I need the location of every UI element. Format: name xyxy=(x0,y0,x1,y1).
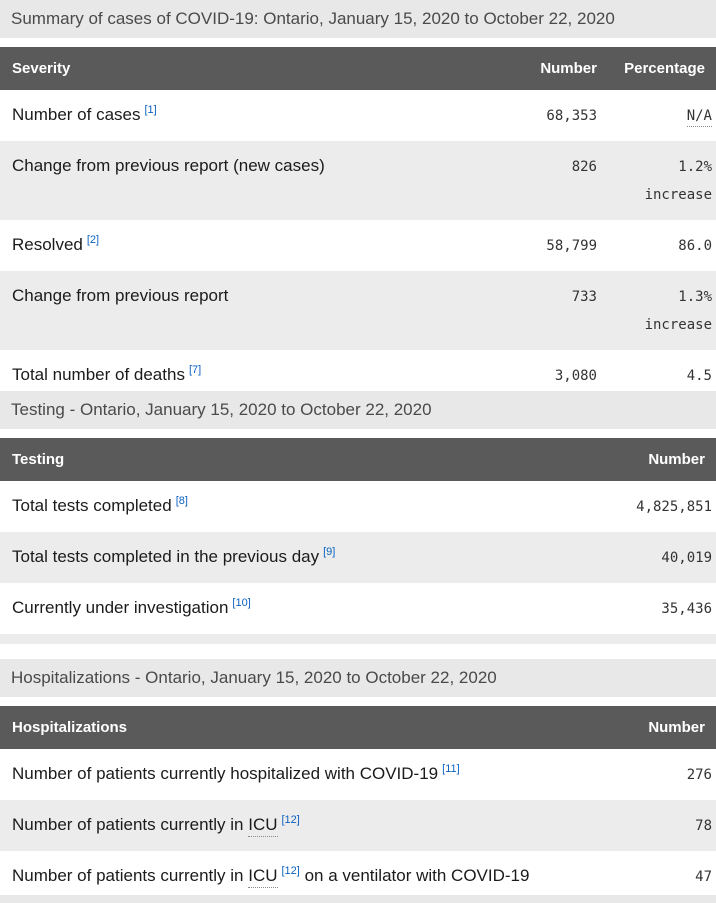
summary-header-row: Severity Number Percentage xyxy=(0,47,716,90)
row-label: Number of patients currently in xyxy=(12,866,249,885)
icu-abbr[interactable]: ICU xyxy=(248,866,278,888)
footnote-link[interactable]: [9] xyxy=(323,546,336,559)
row-label: Number of patients currently in xyxy=(12,815,249,834)
row-label-cell: Number of patients currently in ICU [12] … xyxy=(0,851,597,895)
section-caption-testing: Testing - Ontario, January 15, 2020 to O… xyxy=(0,391,716,429)
row-label: Currently under investigation xyxy=(12,598,229,617)
col-header-testing: Testing xyxy=(0,438,597,481)
footnote-marker: [7] xyxy=(189,364,201,376)
col-header-percentage: Percentage xyxy=(597,47,716,90)
row-number: 58,799 xyxy=(546,238,597,254)
footnote-marker: [1] xyxy=(145,104,157,116)
col-header-number: Number xyxy=(597,438,716,481)
row-label: Change from previous report (new cases) xyxy=(12,156,325,175)
percentage-direction: increase xyxy=(644,317,712,333)
row-number: 826 xyxy=(571,159,597,175)
row-label-cell: Currently under investigation [10] xyxy=(0,583,597,634)
table-row: Resolved [2] 58,799 86.0 xyxy=(0,220,716,271)
footnote-link[interactable]: [8] xyxy=(175,495,188,508)
section-caption-hospitalizations: Hospitalizations - Ontario, January 15, … xyxy=(0,659,716,697)
table-row: Number of patients currently in ICU [12] … xyxy=(0,800,716,851)
footnote-link[interactable]: [1] xyxy=(144,104,157,117)
row-percentage: 1.3% increase xyxy=(597,271,716,350)
row-label: Total tests completed xyxy=(12,496,172,515)
table-row: Change from previous report (new cases) … xyxy=(0,141,716,220)
percentage-value: 1.2% xyxy=(678,159,712,175)
row-number: 733 xyxy=(571,289,597,305)
footnote-marker: [12] xyxy=(282,814,300,826)
percentage-value: 1.3% xyxy=(678,289,712,305)
row-label-suffix: on a ventilator with COVID-19 xyxy=(299,866,530,885)
row-label: Number of patients currently hospitalize… xyxy=(12,764,439,783)
row-label: Resolved xyxy=(12,235,83,254)
spacer xyxy=(0,429,716,438)
row-label-cell: Number of patients currently hospitalize… xyxy=(0,749,597,800)
row-label-cell: Total tests completed [8] xyxy=(0,481,597,532)
table-row: Total number of deaths [7] 3,080 4.5 xyxy=(0,350,716,391)
row-label-cell: Total tests completed in the previous da… xyxy=(0,532,597,583)
testing-table: Testing Number Total tests completed [8] … xyxy=(0,438,716,634)
footnote-link[interactable]: [11] xyxy=(442,763,460,776)
spacer xyxy=(0,644,716,659)
row-label: Number of cases xyxy=(12,105,141,124)
hospitalizations-header-row: Hospitalizations Number xyxy=(0,706,716,749)
table-separator-strip xyxy=(0,634,716,644)
footnote-marker: [11] xyxy=(442,763,460,775)
row-number: 276 xyxy=(686,767,712,783)
spacer xyxy=(0,38,716,47)
col-header-number: Number xyxy=(597,706,716,749)
footnote-link[interactable]: [7] xyxy=(188,364,202,377)
row-label: Change from previous report xyxy=(12,286,229,305)
na-abbr[interactable]: N/A xyxy=(686,108,712,127)
row-number: 47 xyxy=(695,869,712,885)
section-caption-summary: Summary of cases of COVID-19: Ontario, J… xyxy=(0,0,716,38)
row-percentage: 86.0 xyxy=(678,238,712,254)
col-header-hospitalizations: Hospitalizations xyxy=(0,706,597,749)
table-row: Number of patients currently in ICU [12] … xyxy=(0,851,716,895)
row-number: 35,436 xyxy=(661,601,712,617)
footnote-marker: [2] xyxy=(87,234,99,246)
col-header-number: Number xyxy=(497,47,597,90)
footnote-link[interactable]: [12] xyxy=(281,865,300,878)
table-row: Currently under investigation [10] 35,436 xyxy=(0,583,716,634)
hospitalizations-table: Hospitalizations Number Number of patien… xyxy=(0,706,716,895)
row-label-cell: Total number of deaths [7] xyxy=(0,350,497,391)
row-number: 3,080 xyxy=(554,368,597,384)
row-percentage: 4.5 xyxy=(686,368,712,384)
row-label-cell: Resolved [2] xyxy=(0,220,497,271)
table-row: Change from previous report 733 1.3% inc… xyxy=(0,271,716,350)
row-label-cell: Number of patients currently in ICU [12] xyxy=(0,800,597,851)
row-percentage: 1.2% increase xyxy=(597,141,716,220)
footnote-marker: [8] xyxy=(176,495,188,507)
spacer xyxy=(0,697,716,706)
row-number: 4,825,851 xyxy=(636,499,712,515)
table-row: Total tests completed in the previous da… xyxy=(0,532,716,583)
row-label-cell: Change from previous report xyxy=(0,271,497,350)
footnote-link[interactable]: [10] xyxy=(232,597,251,610)
footnote-marker: [9] xyxy=(323,546,335,558)
footnote-link[interactable]: [12] xyxy=(281,814,300,827)
footnote-marker: [10] xyxy=(232,597,250,609)
next-section-band-clipped xyxy=(0,895,716,903)
footnote-marker: [12] xyxy=(282,865,300,877)
row-label-cell: Change from previous report (new cases) xyxy=(0,141,497,220)
row-number: 68,353 xyxy=(546,108,597,124)
percentage-direction: increase xyxy=(644,187,712,203)
row-label: Total tests completed in the previous da… xyxy=(12,547,320,566)
row-label: Total number of deaths xyxy=(12,365,185,384)
icu-abbr[interactable]: ICU xyxy=(248,815,278,837)
col-header-severity: Severity xyxy=(0,47,497,90)
table-row: Number of patients currently hospitalize… xyxy=(0,749,716,800)
table-row: Total tests completed [8] 4,825,851 xyxy=(0,481,716,532)
testing-header-row: Testing Number xyxy=(0,438,716,481)
summary-table: Severity Number Percentage Number of cas… xyxy=(0,47,716,391)
table-row: Number of cases [1] 68,353 N/A xyxy=(0,90,716,141)
row-label-cell: Number of cases [1] xyxy=(0,90,497,141)
row-number: 78 xyxy=(695,818,712,834)
footnote-link[interactable]: [2] xyxy=(86,234,100,247)
row-percentage: N/A xyxy=(597,90,716,141)
row-number: 40,019 xyxy=(661,550,712,566)
